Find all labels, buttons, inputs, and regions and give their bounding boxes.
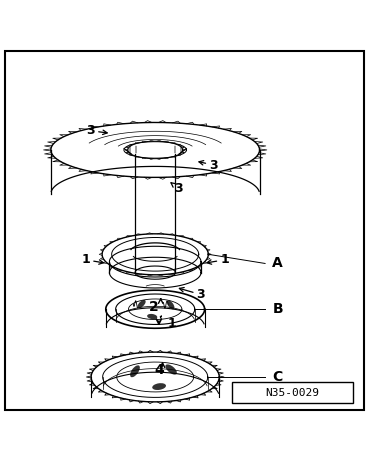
- Bar: [232, 383, 353, 402]
- Ellipse shape: [138, 300, 146, 308]
- Text: 3: 3: [86, 124, 95, 137]
- Text: 1: 1: [168, 317, 177, 330]
- Text: 3: 3: [174, 182, 183, 195]
- Text: 3: 3: [197, 288, 205, 301]
- Text: 3: 3: [209, 159, 218, 171]
- Text: A: A: [272, 256, 283, 271]
- Text: N35-0029: N35-0029: [266, 388, 320, 397]
- Text: C: C: [272, 370, 283, 384]
- Ellipse shape: [165, 364, 177, 375]
- Ellipse shape: [152, 383, 166, 390]
- Text: 1: 1: [81, 253, 90, 266]
- Ellipse shape: [167, 301, 175, 309]
- Text: 1: 1: [220, 253, 229, 266]
- Text: 2: 2: [148, 300, 158, 314]
- Text: B: B: [272, 302, 283, 316]
- Ellipse shape: [130, 365, 140, 377]
- Ellipse shape: [147, 314, 157, 319]
- Text: 4: 4: [154, 363, 164, 378]
